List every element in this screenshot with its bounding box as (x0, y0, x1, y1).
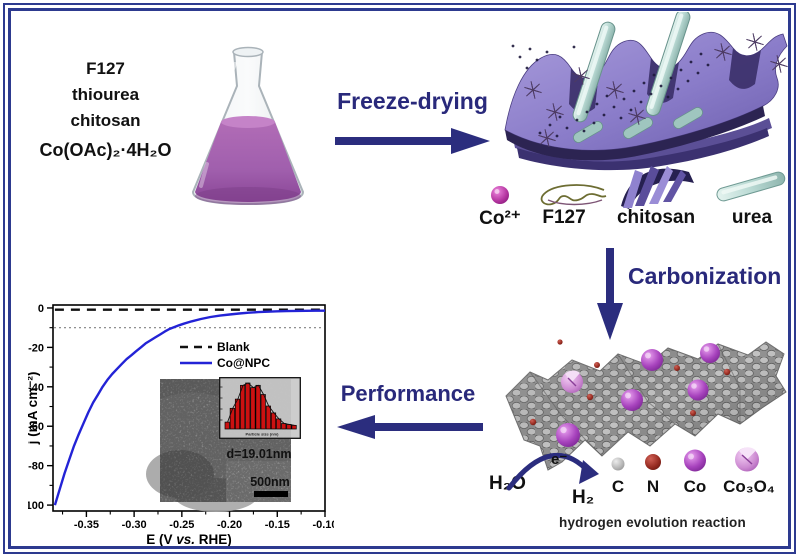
svg-text:-0.15: -0.15 (265, 519, 290, 531)
svg-text:-20: -20 (28, 342, 44, 354)
chitosan-sheet-icon (621, 166, 694, 209)
performance-arrow-icon (337, 415, 483, 439)
carbonization-label: Carbonization (628, 263, 782, 289)
carbonization-arrow-icon (597, 248, 623, 340)
freeze-dried-structure-illustration (504, 12, 788, 171)
nitrogen-dots (529, 339, 731, 426)
svg-text:-0.20: -0.20 (217, 519, 242, 531)
svg-text:-0.35: -0.35 (74, 519, 99, 531)
nitrogen-sphere-icon (645, 454, 661, 470)
dendrite-stars (524, 33, 788, 147)
legend-label-co-ion: Co²⁺ (479, 208, 521, 229)
reagent-thiourea: thiourea (71, 85, 140, 104)
cobalt-oxide-sphere-icon (735, 447, 759, 472)
f127-squiggle-icon (540, 184, 607, 206)
mean-diameter-label: d=19.01nm (226, 447, 292, 461)
svg-text:Co@NPC: Co@NPC (217, 356, 270, 370)
electron-transfer-arrow-icon (506, 452, 599, 491)
performance-label: Performance (340, 381, 476, 406)
atom-label-n: N (646, 477, 660, 496)
atom-label-c: C (611, 477, 625, 496)
reagent-cobalt-acetate: Co(OAc)₂·4H₂O (39, 140, 172, 160)
atom-label-co: Co (683, 477, 707, 496)
svg-text:j (mA cm⁻²): j (mA cm⁻²) (28, 372, 40, 446)
tem-inset: Particle size (nm) d=19.01nm 500nm (146, 377, 301, 512)
svg-text:-0.30: -0.30 (122, 519, 147, 531)
svg-text:Blank: Blank (217, 340, 250, 354)
h2-label: H₂ (572, 487, 595, 508)
legend-label-f127: F127 (542, 207, 586, 228)
svg-text:Particle size (nm): Particle size (nm) (246, 432, 280, 437)
graphene-sheet-illustration (505, 339, 787, 471)
atom-legend-icons (611, 447, 759, 472)
her-caption: hydrogen evolution reaction (559, 515, 746, 530)
cobalt-ion-icon (491, 186, 509, 204)
urea-rod-legend-icon (716, 171, 786, 202)
atom-label-co3o4: Co₃O₄ (723, 477, 775, 496)
svg-text:-100: -100 (28, 500, 44, 512)
reagent-chitosan: chitosan (70, 111, 141, 130)
pore-dots (511, 44, 710, 138)
svg-text:-0.10: -0.10 (312, 519, 334, 531)
scalebar (254, 491, 288, 497)
particle-size-histogram: Particle size (nm) (219, 377, 301, 439)
scalebar-label: 500nm (250, 475, 290, 489)
svg-text:-60: -60 (28, 421, 44, 433)
freeze-drying-label: Freeze-drying (337, 88, 488, 114)
svg-text:-0.25: -0.25 (169, 519, 194, 531)
svg-text:0: 0 (38, 303, 44, 315)
cobalt-sphere-icon (684, 449, 706, 472)
svg-text:-80: -80 (28, 461, 44, 473)
carbon-sphere-icon (611, 457, 625, 471)
legend-label-urea: urea (731, 207, 773, 228)
freeze-drying-arrow-icon (335, 128, 490, 154)
legend-label-chitosan: chitosan (616, 207, 696, 228)
reagent-f127: F127 (86, 59, 125, 78)
cobalt-oxide-particle (561, 370, 583, 393)
urea-rod-icon (645, 12, 691, 117)
lsv-polarization-chart: -0.35 -0.30 -0.25 -0.20 -0.15 -0.10 0 -20 -40 -60… (28, 303, 334, 547)
reagents-list: F127 thiourea chitosan Co(OAc)₂·4H₂O (28, 60, 183, 159)
svg-text:E (V vs. RHE): E (V vs. RHE) (146, 532, 232, 547)
electron-label: e⁻ (551, 451, 568, 468)
cobalt-particles (556, 343, 720, 447)
erlenmeyer-flask-icon (191, 46, 305, 206)
svg-text:-40: -40 (28, 382, 44, 394)
